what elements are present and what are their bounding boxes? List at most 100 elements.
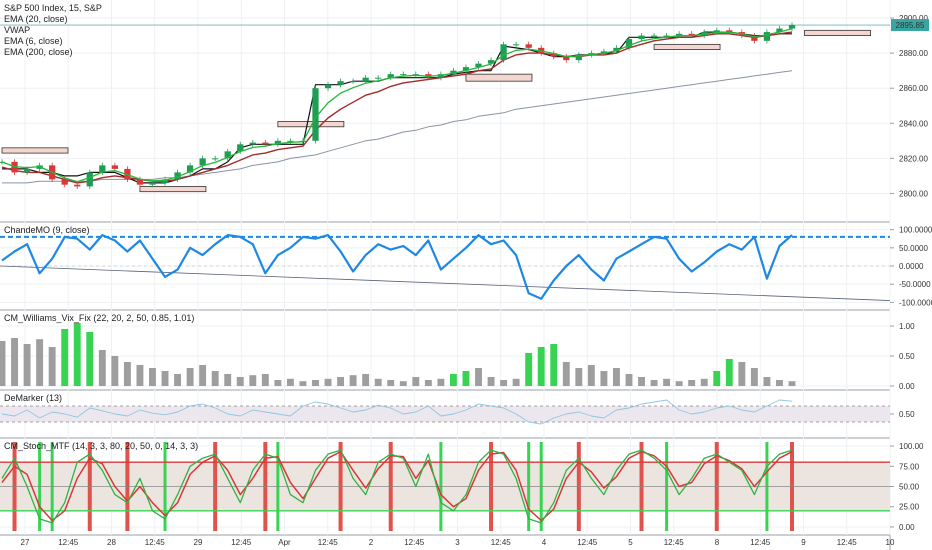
wvf-bar <box>349 375 357 386</box>
candle-body <box>61 179 68 185</box>
consolidation-box <box>465 73 533 82</box>
wvf-bar <box>788 381 796 386</box>
x-tick-label: 29 <box>194 538 203 547</box>
price-y-tick-label: 2800.00 <box>899 189 928 198</box>
stoch-y-tick-label: 50.00 <box>899 483 920 492</box>
price-legend-label: EMA (20, close) <box>4 14 68 24</box>
wvf-bar <box>625 374 633 386</box>
wvf-bar <box>149 368 156 386</box>
wvf-bar <box>186 368 194 386</box>
wvf-bar <box>123 362 131 386</box>
wvf-bar <box>73 323 81 386</box>
wvf-bar <box>261 374 269 386</box>
wvf-bar <box>600 371 608 386</box>
wvf-bar <box>11 338 18 386</box>
wvf-y-tick-label: 1.00 <box>899 322 915 331</box>
cmo-y-tick-label: 0.0000 <box>899 262 924 271</box>
candle-body <box>688 33 695 36</box>
stoch-legend-label: CM_Stoch_MTF (14, 3, 3, 80, 20, 50, 0, 1… <box>4 441 198 451</box>
x-tick-label: 4 <box>542 538 547 547</box>
demarker-band <box>0 406 890 422</box>
wvf-bar <box>224 374 232 386</box>
cmo-y-tick-label: -50.0000 <box>899 280 931 289</box>
wvf-bar <box>387 380 395 386</box>
wvf-bar <box>236 377 244 386</box>
price-legend-label: EMA (6, close) <box>4 36 63 46</box>
price-legend-label: S&P 500 Index, 15, S&P <box>4 3 102 13</box>
candle-body <box>274 140 282 145</box>
consolidation-box <box>139 186 207 193</box>
stoch-y-tick-label: 100.00 <box>899 442 924 451</box>
wvf-bar <box>688 380 696 386</box>
wvf-bar <box>86 332 94 386</box>
candle-body <box>462 67 470 71</box>
x-tick-label: 8 <box>715 538 720 547</box>
x-tick-label: 27 <box>21 538 30 547</box>
stoch-k-line <box>1 449 793 524</box>
candle-body <box>136 179 144 185</box>
candle-body <box>212 158 219 160</box>
x-tick-label: 12:45 <box>577 538 598 547</box>
wvf-bar <box>638 377 645 386</box>
wvf-bar <box>374 378 382 386</box>
wvf-bar <box>412 377 420 386</box>
candle-body <box>199 158 206 166</box>
candle-body <box>751 35 758 41</box>
x-tick-label: 28 <box>107 538 116 547</box>
wvf-bar <box>174 374 182 386</box>
candle-body <box>713 30 720 33</box>
candle-body <box>337 81 344 85</box>
candle-body <box>362 77 369 82</box>
wvf-bar <box>725 359 733 386</box>
candle-body <box>111 165 118 169</box>
demarker-legend-label: DeMarker (13) <box>4 393 62 403</box>
wvf-bar <box>550 344 558 386</box>
x-tick-label: 12:45 <box>491 538 512 547</box>
candle-body <box>387 74 394 78</box>
candle-body <box>249 142 256 145</box>
wvf-bar <box>487 377 495 386</box>
wvf-bar <box>462 371 470 386</box>
candle-body <box>262 142 269 145</box>
x-tick-label: 12:45 <box>750 538 771 547</box>
cmo-y-tick-label: 50.0000 <box>899 244 928 253</box>
ema-6-line <box>1 28 793 183</box>
candle-body <box>550 53 557 57</box>
candle-body <box>512 44 520 46</box>
x-tick-label: 10 <box>886 538 895 547</box>
wvf-bar <box>776 380 783 386</box>
wvf-bar <box>500 380 508 386</box>
x-tick-label: Apr <box>278 538 291 547</box>
x-tick-label: 12:45 <box>231 538 252 547</box>
wvf-bar <box>663 378 671 386</box>
x-tick-label: 5 <box>628 538 633 547</box>
x-tick-label: 12:45 <box>664 538 685 547</box>
wvf-bar <box>211 371 219 386</box>
wvf-bar <box>424 380 432 386</box>
cmo-y-tick-label: 100.0000 <box>899 226 932 235</box>
x-tick-label: 9 <box>801 538 806 547</box>
candle-body <box>161 179 169 183</box>
wvf-bar <box>675 381 683 386</box>
cmo-legend-label: ChandeMO (9, close) <box>4 225 90 235</box>
axis-layer: 27 12:45 28 12:45 29 12:45 Apr 12:45 2 12:45 3 12:4… <box>21 14 932 547</box>
wvf-y-tick-label: 0.00 <box>899 382 915 391</box>
wvf-bar <box>399 381 407 386</box>
wvf-bar <box>299 381 307 386</box>
candle-body <box>450 70 457 75</box>
candle-body <box>788 25 796 29</box>
wvf-bar <box>98 350 106 386</box>
wvf-bar <box>449 374 457 386</box>
x-tick-label: 12:45 <box>404 538 425 547</box>
wvf-bar <box>537 347 545 386</box>
candle-body <box>86 172 93 187</box>
last-price-label: 2895.85 <box>896 21 925 30</box>
candle-body <box>149 182 156 185</box>
wvf-bar <box>525 353 533 386</box>
price-legend-label: EMA (200, close) <box>4 47 73 57</box>
wvf-bar <box>512 378 520 386</box>
cmo-y-tick-label: -100.0000 <box>899 298 932 307</box>
